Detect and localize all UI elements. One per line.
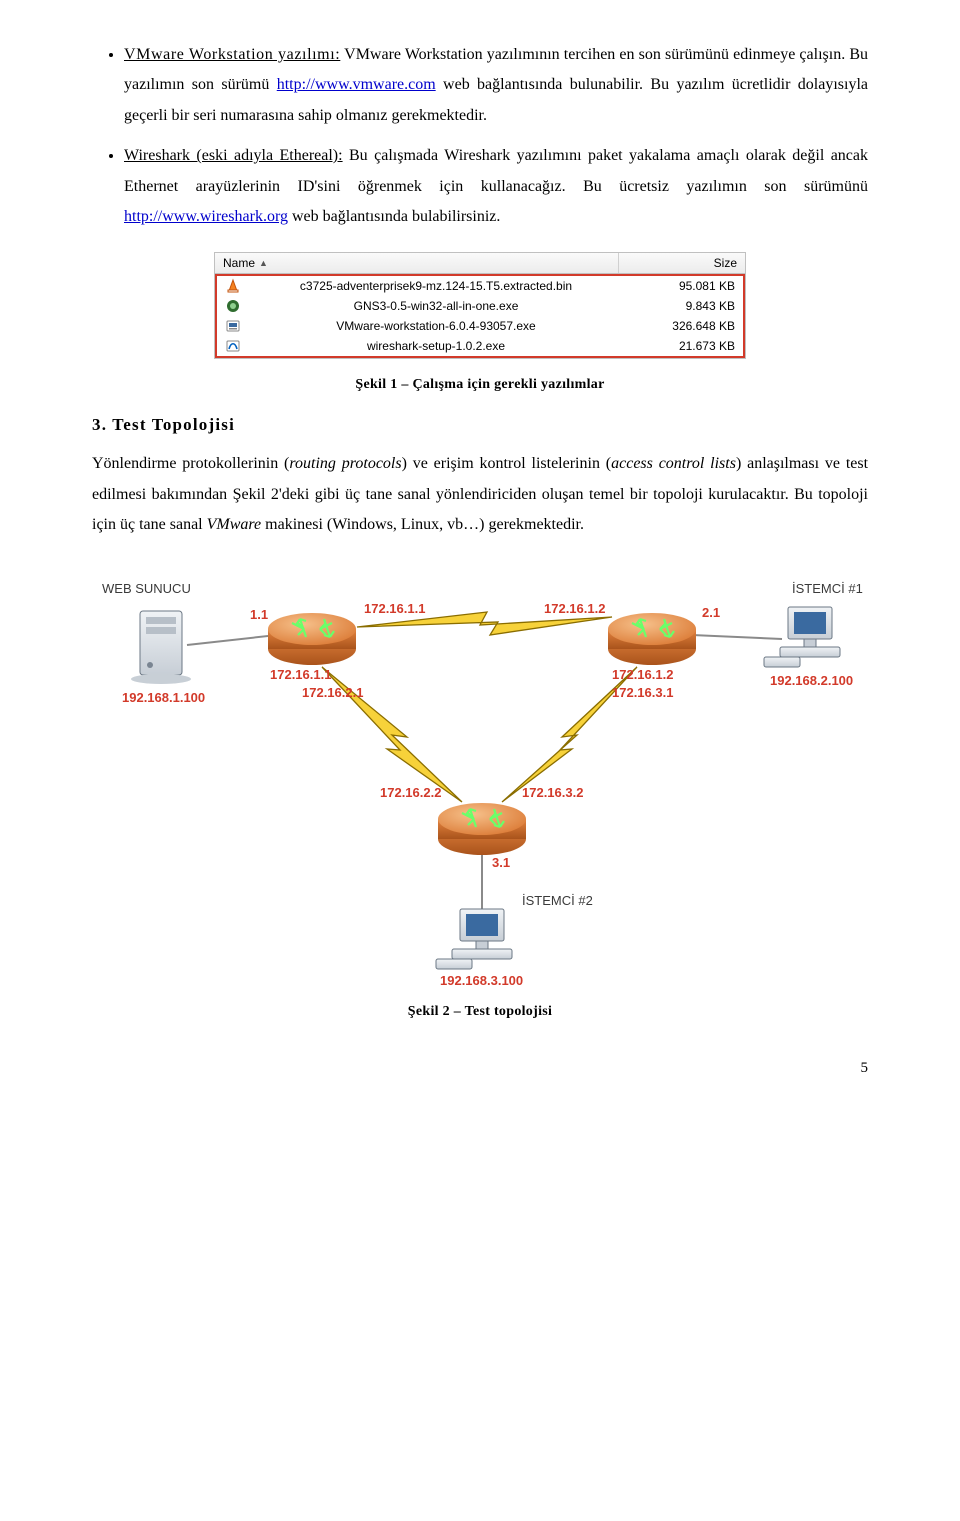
sort-asc-icon: ▲ xyxy=(259,258,268,268)
ip-client-1: 192.168.2.100 xyxy=(770,673,853,688)
router-3-icon xyxy=(438,803,526,855)
file-list: Name ▲ Size c3725-adventerprisek9-mz.124… xyxy=(214,252,746,359)
wireshark-link[interactable]: http://www.wireshark.org xyxy=(124,208,288,225)
ip-r2: 172.16.1.2 xyxy=(612,667,673,682)
router-2-icon xyxy=(608,613,696,665)
file-size: 326.648 KB xyxy=(625,319,735,333)
col-header-size[interactable]: Size xyxy=(619,253,745,273)
if-r1-right: 172.16.1.1 xyxy=(364,601,425,616)
router-1-icon xyxy=(268,613,356,665)
ip-client-2: 192.168.3.100 xyxy=(440,973,523,987)
topology-diagram: WEB SUNUCU İSTEMCİ #1 İSTEMCİ #2 1.1 172… xyxy=(92,557,868,987)
ip-r1: 172.16.1.1 xyxy=(270,667,331,682)
section-3-title: 3. Test Topolojisi xyxy=(92,415,868,435)
file-icon xyxy=(225,318,241,334)
file-row[interactable]: wireshark-setup-1.0.2.exe21.673 KB xyxy=(217,336,743,356)
file-row[interactable]: c3725-adventerprisek9-mz.124-15.T5.extra… xyxy=(217,276,743,296)
file-list-body: c3725-adventerprisek9-mz.124-15.T5.extra… xyxy=(215,274,745,358)
bullet-vmware-title: VMware Workstation yazılımı: xyxy=(124,46,340,63)
caption-1: Şekil 1 – Çalışma için gerekli yazılımla… xyxy=(92,377,868,393)
if-r1-left: 1.1 xyxy=(250,607,268,622)
bullet-wireshark-title: Wireshark (eski adıyla Ethereal): xyxy=(124,147,343,164)
col-header-name-text: Name xyxy=(223,256,255,270)
if-r3-down: 3.1 xyxy=(492,855,510,870)
figure-1: Name ▲ Size c3725-adventerprisek9-mz.124… xyxy=(92,252,868,359)
file-name: VMware-workstation-6.0.4-93057.exe xyxy=(247,319,625,333)
if-r1-down: 172.16.2.1 xyxy=(302,685,363,700)
if-r3-left: 172.16.2.2 xyxy=(380,785,441,800)
if-r2-down: 172.16.3.1 xyxy=(612,685,673,700)
label-istemci-2: İSTEMCİ #2 xyxy=(522,893,593,908)
figure-2: WEB SUNUCU İSTEMCİ #1 İSTEMCİ #2 1.1 172… xyxy=(92,557,868,992)
col-header-name[interactable]: Name ▲ xyxy=(215,253,619,273)
file-size: 95.081 KB xyxy=(625,279,735,293)
file-name: wireshark-setup-1.0.2.exe xyxy=(247,339,625,353)
file-row[interactable]: VMware-workstation-6.0.4-93057.exe326.64… xyxy=(217,316,743,336)
client-2-icon xyxy=(436,909,512,969)
page-number: 5 xyxy=(92,1060,868,1077)
bullet-wireshark: Wireshark (eski adıyla Ethereal): Bu çal… xyxy=(124,141,868,232)
bullet-vmware: VMware Workstation yazılımı: VMware Work… xyxy=(124,40,868,131)
file-row[interactable]: GNS3-0.5-win32-all-in-one.exe9.843 KB xyxy=(217,296,743,316)
if-r3-right: 172.16.3.2 xyxy=(522,785,583,800)
if-r2-right: 2.1 xyxy=(702,605,720,620)
software-list: VMware Workstation yazılımı: VMware Work… xyxy=(92,40,868,232)
file-icon xyxy=(225,338,241,354)
file-size: 9.843 KB xyxy=(625,299,735,313)
ip-server: 192.168.1.100 xyxy=(122,690,205,705)
file-list-header: Name ▲ Size xyxy=(215,253,745,274)
section-3-paragraph: Yönlendirme protokollerinin (routing pro… xyxy=(92,449,868,540)
file-name: GNS3-0.5-win32-all-in-one.exe xyxy=(247,299,625,313)
file-icon xyxy=(225,298,241,314)
file-size: 21.673 KB xyxy=(625,339,735,353)
vmware-link[interactable]: http://www.vmware.com xyxy=(277,76,436,93)
web-server-icon xyxy=(131,611,191,684)
file-icon xyxy=(225,278,241,294)
bullet-wireshark-post: web bağlantısında bulabilirsiniz. xyxy=(288,208,500,225)
label-web-sunucu: WEB SUNUCU xyxy=(102,581,191,596)
caption-2: Şekil 2 – Test topolojisi xyxy=(92,1004,868,1020)
if-r2-left: 172.16.1.2 xyxy=(544,601,605,616)
client-1-icon xyxy=(764,607,840,667)
label-istemci-1: İSTEMCİ #1 xyxy=(792,581,863,596)
file-name: c3725-adventerprisek9-mz.124-15.T5.extra… xyxy=(247,279,625,293)
